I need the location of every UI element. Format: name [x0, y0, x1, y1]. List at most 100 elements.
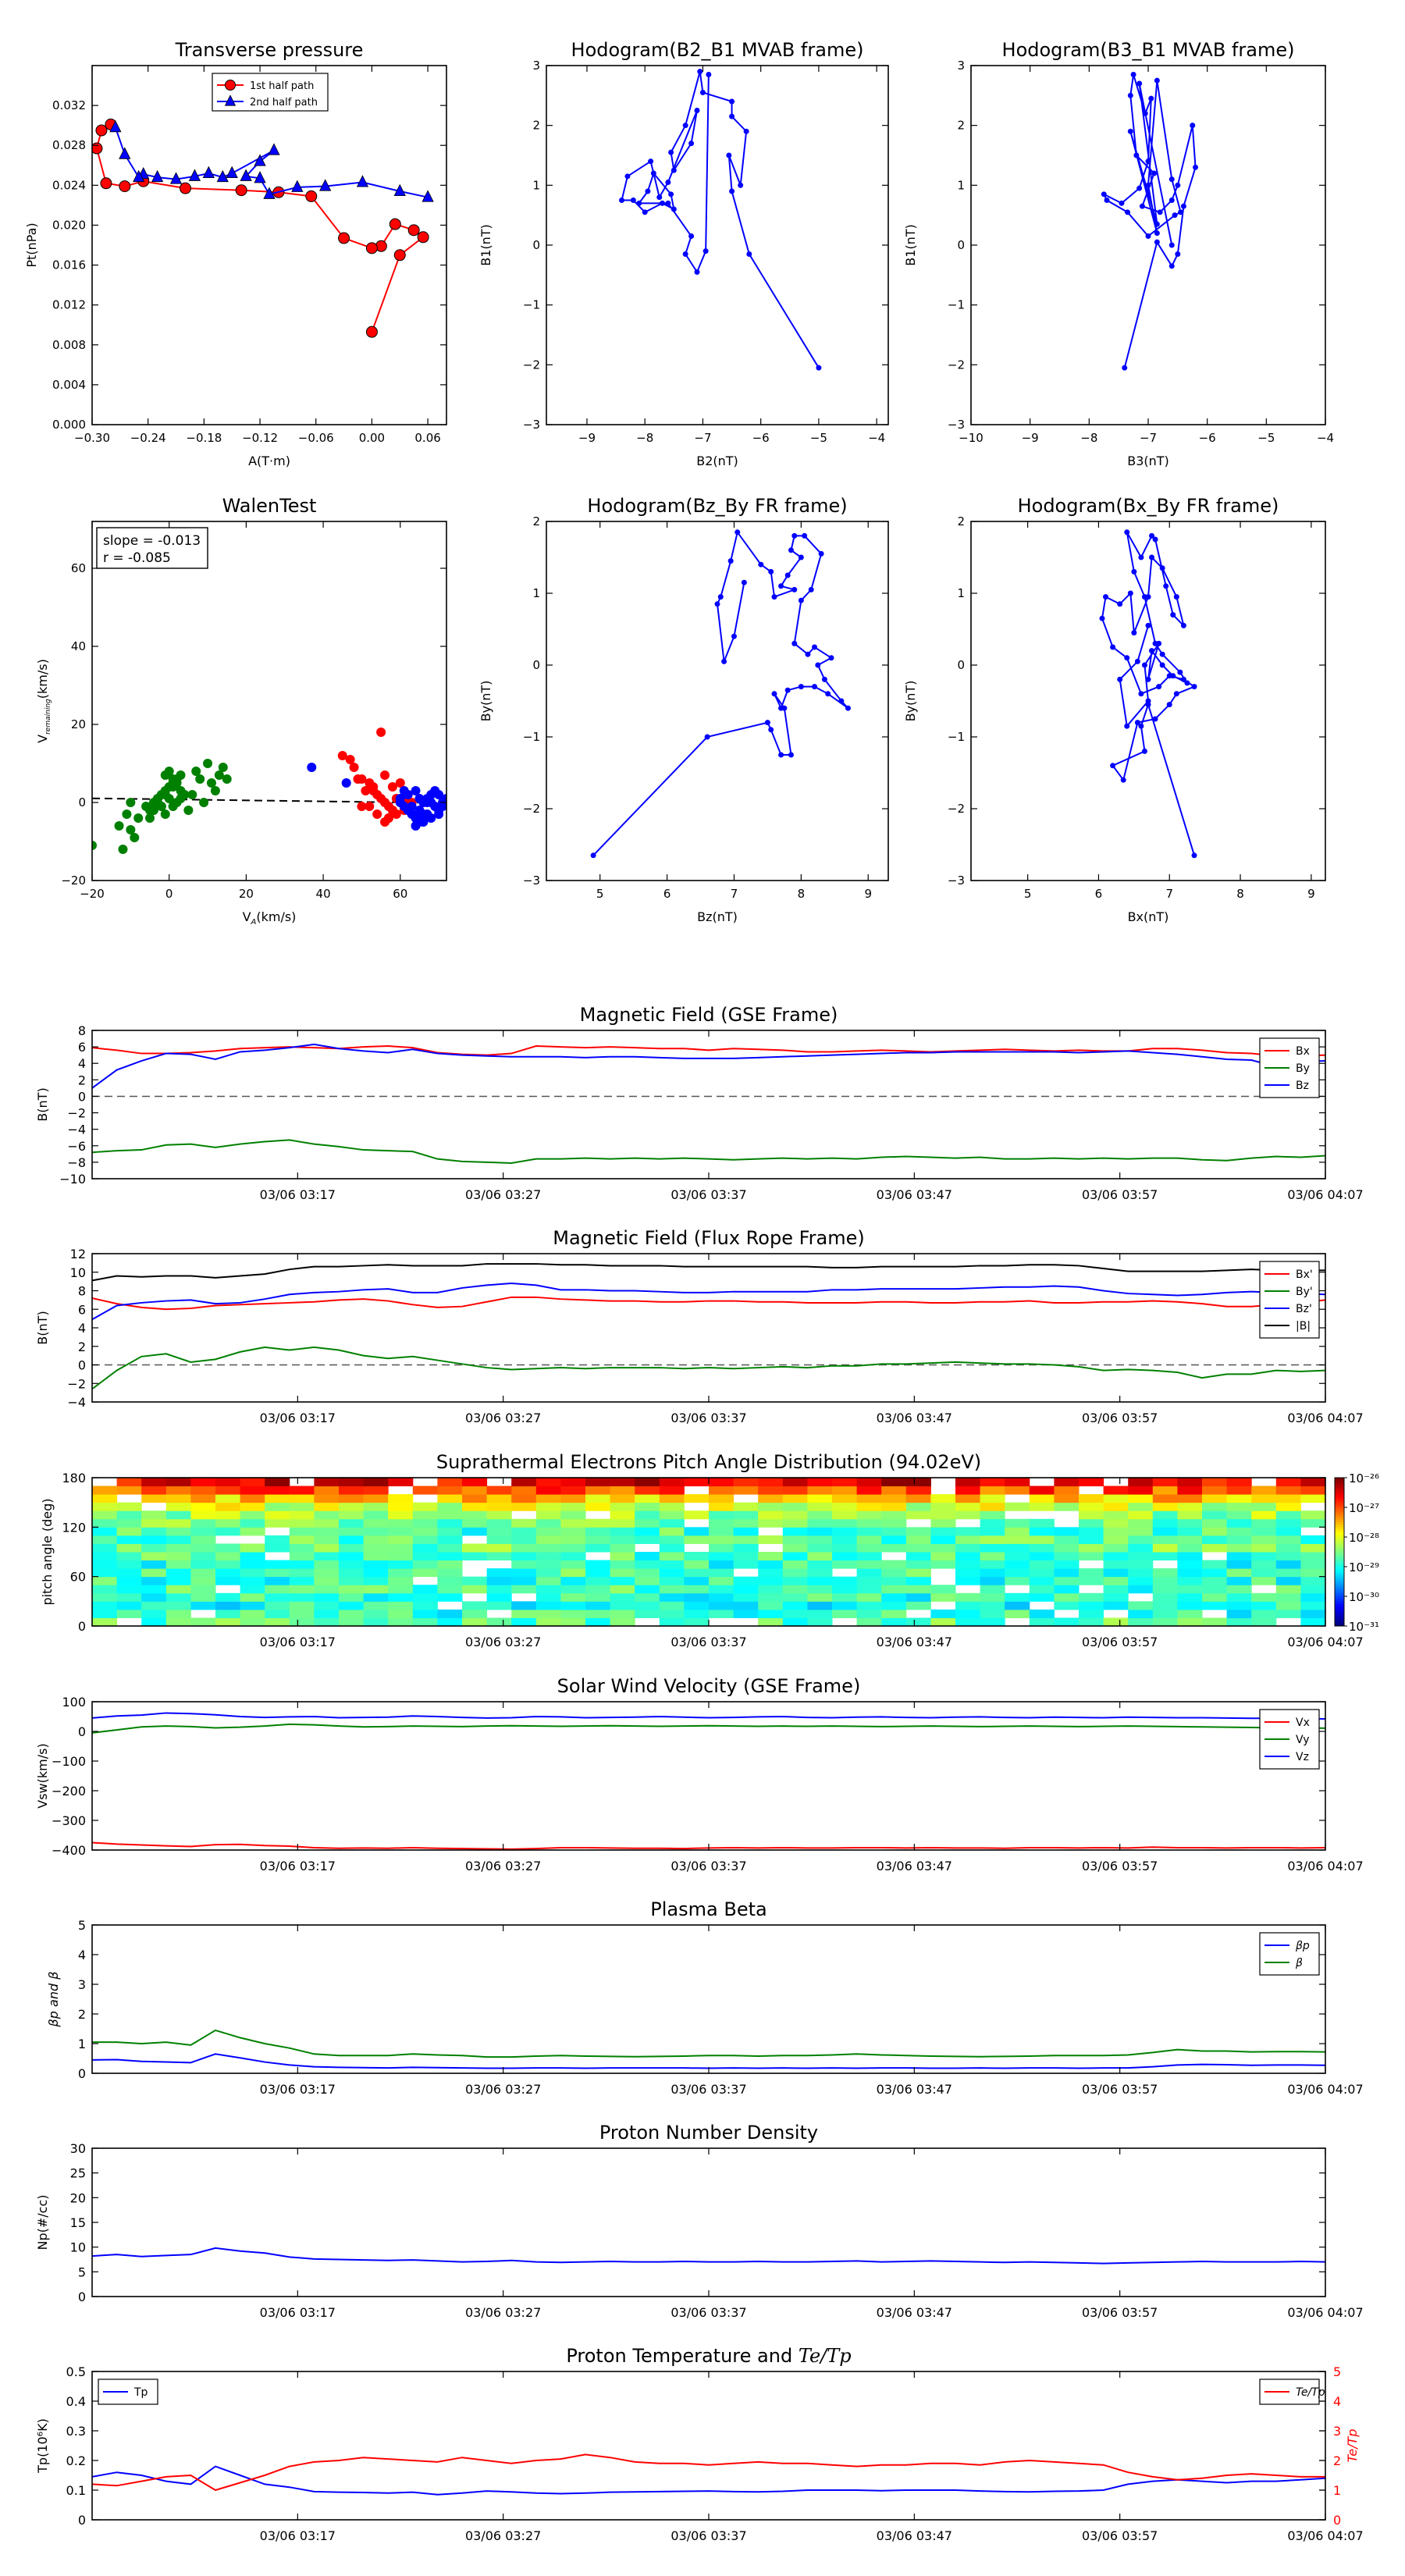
heatmap-cell — [462, 1502, 488, 1511]
data-point — [828, 655, 834, 661]
heatmap-cell — [1079, 1592, 1104, 1602]
y-axis-label-right: Te/Tp — [1345, 2429, 1360, 2463]
heatmap-cell — [1251, 1568, 1277, 1578]
time-tick-label: 03/06 04:07 — [1287, 2528, 1363, 2543]
data-point — [758, 561, 764, 568]
heatmap-cell — [1300, 1494, 1326, 1503]
heatmap-cell — [116, 1543, 142, 1553]
heatmap-cell — [1103, 1585, 1129, 1594]
heatmap-cell — [363, 1617, 389, 1627]
heatmap-cell — [659, 1609, 685, 1618]
heatmap-cell — [659, 1535, 685, 1544]
y-tick-label: 180 — [62, 1471, 86, 1485]
heatmap-cell — [980, 1527, 1005, 1536]
heatmap-cell — [610, 1552, 635, 1561]
heatmap-cell — [314, 1592, 340, 1602]
data-point — [1099, 615, 1105, 621]
data-point — [1141, 748, 1147, 754]
heatmap-cell — [535, 1560, 561, 1569]
heatmap-cell — [659, 1510, 685, 1520]
heatmap-cell — [265, 1609, 290, 1618]
heatmap-cell — [1177, 1576, 1203, 1585]
heatmap-cell — [462, 1478, 488, 1487]
data-point — [1130, 72, 1136, 77]
heatmap-cell — [1177, 1518, 1203, 1528]
time-tick-label: 03/06 03:47 — [877, 1187, 952, 1202]
heatmap-cell — [314, 1601, 340, 1610]
heatmap-cell — [955, 1494, 981, 1503]
heatmap-cell — [92, 1494, 118, 1503]
heatmap-cell — [733, 1518, 759, 1528]
y-tick-label: −20 — [61, 873, 86, 888]
heatmap-cell — [215, 1543, 241, 1553]
legend-label: Bx' — [1296, 1268, 1313, 1281]
colorbar-cell — [1335, 1621, 1344, 1624]
heatmap-cell — [659, 1592, 685, 1602]
colorbar-tick-label: 10⁻²⁶ — [1349, 1471, 1379, 1485]
heatmap-cell — [733, 1601, 759, 1610]
heatmap-cell — [1275, 1518, 1301, 1528]
colorbar-cell — [1335, 1522, 1344, 1525]
data-point — [1127, 590, 1133, 596]
y-tick-label: 3 — [78, 1977, 86, 1992]
heatmap-cell — [1300, 1518, 1326, 1528]
time-tick-label: 03/06 03:17 — [260, 1187, 336, 1202]
y-tick-label: −4 — [67, 1123, 86, 1137]
heatmap-cell — [807, 1617, 833, 1627]
colorbar-cell — [1335, 1614, 1344, 1617]
colorbar-cell — [1335, 1482, 1344, 1485]
x-tick-label: −6 — [752, 431, 770, 445]
heatmap-cell — [955, 1568, 981, 1578]
data-point — [1156, 640, 1162, 646]
heatmap-cell — [684, 1535, 710, 1544]
y-axis-label: pitch angle (deg) — [40, 1498, 55, 1605]
heatmap-cell — [92, 1527, 118, 1536]
y-tick-label: 6 — [78, 1040, 86, 1055]
heatmap-cell — [610, 1609, 635, 1618]
heatmap-cell — [560, 1535, 586, 1544]
x-tick-label: −8 — [1080, 431, 1097, 445]
y-tick-label: 0 — [78, 1358, 86, 1373]
heatmap-cell — [116, 1568, 142, 1578]
y-tick-label: −1 — [948, 298, 965, 312]
data-point — [119, 180, 131, 193]
time-tick-label: 03/06 04:07 — [1287, 1859, 1363, 1873]
time-tick-label: 03/06 03:37 — [670, 2082, 746, 2097]
heatmap-cell — [832, 1510, 858, 1520]
y-tick-label: 0 — [78, 2513, 86, 2528]
heatmap-cell — [437, 1552, 463, 1561]
heatmap-cell — [1103, 1560, 1129, 1569]
heatmap-cell — [1079, 1543, 1104, 1553]
y-tick-label: 0.016 — [52, 258, 86, 272]
heatmap-cell — [1005, 1552, 1030, 1561]
data-point — [191, 767, 201, 776]
colorbar-cell — [1335, 1601, 1344, 1604]
heatmap-cell — [758, 1585, 784, 1594]
heatmap-cell — [1300, 1568, 1326, 1578]
heatmap-cell — [635, 1494, 660, 1503]
heatmap-cell — [511, 1568, 537, 1578]
heatmap-cell — [1226, 1560, 1252, 1569]
heatmap-cell — [462, 1543, 488, 1553]
heatmap-cell — [1275, 1510, 1301, 1520]
heatmap-cell — [511, 1478, 537, 1487]
heatmap-cell — [1079, 1617, 1104, 1627]
heatmap-cell — [1275, 1502, 1301, 1511]
y-tick-label: 3 — [532, 59, 540, 73]
heatmap-cell — [659, 1518, 685, 1528]
data-point — [1145, 676, 1151, 682]
heatmap-cell — [141, 1535, 167, 1544]
heatmap-cell — [1029, 1543, 1055, 1553]
heatmap-cell — [1128, 1485, 1154, 1495]
data-point — [387, 806, 397, 815]
heatmap-cell — [1152, 1485, 1178, 1495]
heatmap-cell — [92, 1592, 118, 1602]
x-tick-label: −8 — [636, 431, 653, 445]
heatmap-cell — [856, 1543, 882, 1553]
heatmap-cell — [165, 1478, 191, 1487]
heatmap-cell — [240, 1510, 265, 1520]
heatmap-cell — [190, 1543, 216, 1553]
colorbar-cell — [1335, 1534, 1344, 1538]
series-line — [1101, 532, 1197, 856]
heatmap-cell — [659, 1568, 685, 1578]
